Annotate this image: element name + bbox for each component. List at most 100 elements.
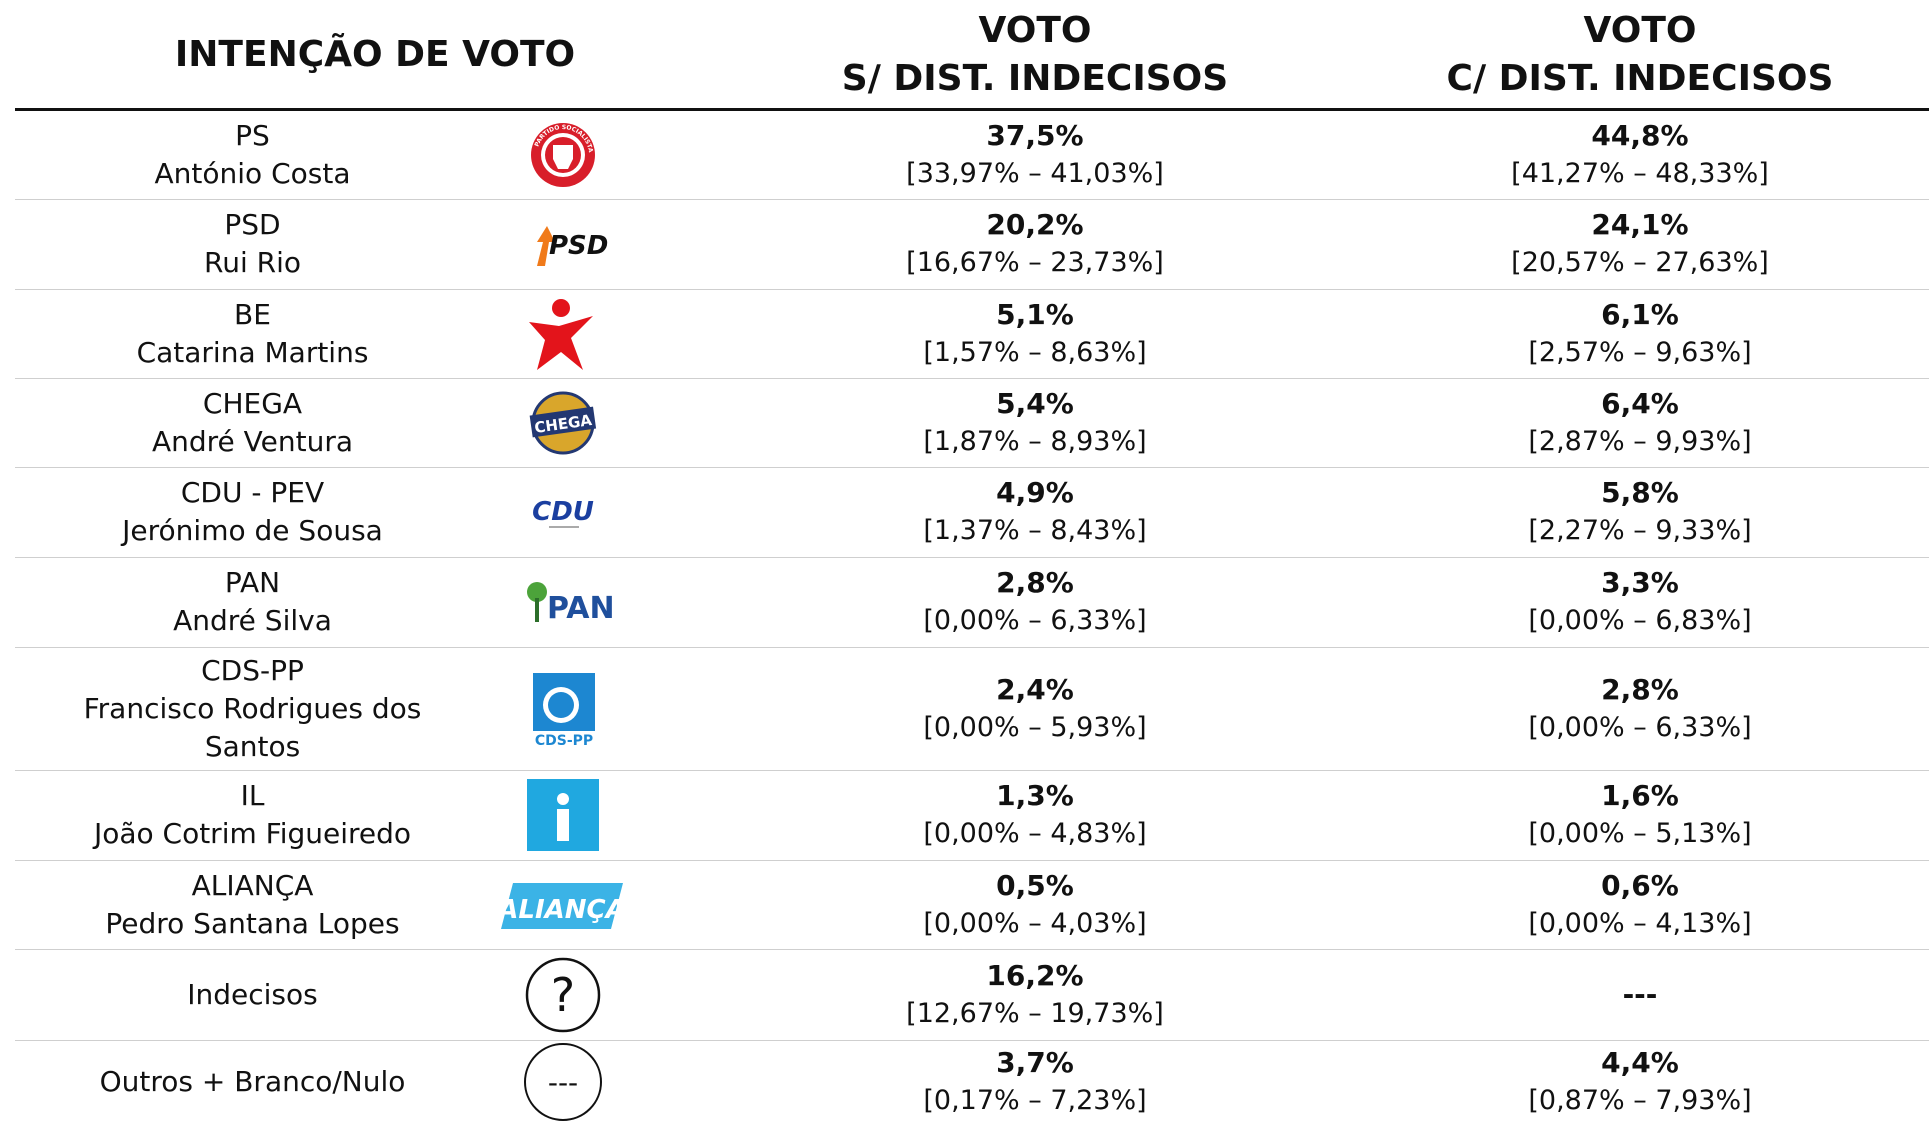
party-cell: PSD Rui Rio [40, 199, 465, 289]
vote-value: 4,9% [996, 476, 1074, 509]
vote-interval: [0,00% – 4,03%] [923, 907, 1147, 939]
leader-name: Rui Rio [204, 246, 301, 279]
party-cell: IL João Cotrim Figueiredo [40, 770, 465, 860]
party-cell: CHEGA André Ventura [40, 378, 465, 467]
logo: CHEGA [513, 383, 613, 463]
party-name: BE [234, 297, 271, 331]
value-cell: 37,5% [33,97% – 41,03%] [780, 110, 1290, 199]
vote-value: 1,6% [1601, 779, 1679, 812]
value-cell: 0,5% [0,00% – 4,03%] [780, 860, 1290, 949]
vote-interval: [2,27% – 9,33%] [1528, 515, 1752, 546]
logo-icon: PARTIDO SOCIALISTA [531, 122, 595, 187]
vote-value: 16,2% [986, 958, 1084, 992]
vote-interval: [0,00% – 6,83%] [1528, 605, 1752, 636]
vote-value: 4,4% [1601, 1046, 1679, 1079]
row-separator [15, 770, 1929, 771]
party-cell: ALIANÇA Pedro Santana Lopes [40, 860, 465, 949]
value-cell: 0,6% [0,00% – 4,13%] [1385, 860, 1895, 949]
vote-interval: [2,57% – 9,63%] [1528, 336, 1752, 368]
vote-interval: [0,00% – 4,13%] [1528, 907, 1752, 939]
party-name: PAN [224, 566, 281, 599]
header-line: VOTO [1583, 10, 1697, 51]
vote-value: 2,4% [996, 672, 1074, 706]
logo: PARTIDO SOCIALISTA [513, 115, 613, 195]
party-name: PSD [224, 208, 281, 241]
header-col1: VOTO S/ DIST. INDECISOS [780, 0, 1290, 110]
party-cell: Outros + Branco/Nulo [40, 1040, 465, 1124]
party-cell: PS António Costa [40, 110, 465, 199]
value-cell: 20,2% [16,67% – 23,73%] [780, 199, 1290, 289]
header-line: VOTO [978, 10, 1092, 51]
vote-interval: [16,67% – 23,73%] [906, 247, 1164, 278]
row-separator [15, 557, 1929, 558]
leader-name: Catarina Martins [136, 335, 369, 369]
logo-icon: --- [524, 1043, 602, 1121]
value-cell: 24,1% [20,57% – 27,63%] [1385, 199, 1895, 289]
vote-value: 37,5% [986, 118, 1084, 152]
leader-name: André Ventura [151, 424, 354, 458]
party-cell: BE Catarina Martins [40, 289, 465, 378]
vote-interval: [0,00% – 5,13%] [1528, 818, 1752, 849]
logo-icon: ALIANÇA [496, 882, 626, 929]
title: INTENÇÃO DE VOTO [174, 34, 576, 75]
party-name: PS [235, 118, 270, 152]
logo-icon: CDU [532, 497, 594, 528]
logo-text: CDS-PP [535, 733, 593, 749]
party-name: ALIANÇA [191, 868, 314, 902]
vote-interval: [0,00% – 4,83%] [923, 818, 1147, 849]
logo [513, 294, 613, 374]
vote-value: 2,8% [996, 566, 1074, 599]
vote-value: 5,1% [996, 297, 1074, 331]
row-separator [15, 860, 1929, 861]
vote-value: 1,3% [996, 779, 1074, 812]
logo-icon [527, 779, 599, 851]
vote-interval: [1,57% – 8,63%] [923, 336, 1147, 368]
vote-interval: [33,97% – 41,03%] [906, 157, 1164, 189]
vote-value: 0,5% [996, 868, 1074, 902]
value-cell: 3,3% [0,00% – 6,83%] [1385, 557, 1895, 647]
vote-value: --- [1622, 977, 1658, 1011]
row-separator [15, 1040, 1929, 1041]
logo: CDS-PP [513, 669, 613, 749]
party-cell: PAN André Silva [40, 557, 465, 647]
vote-interval: [1,37% – 8,43%] [923, 515, 1147, 546]
party-name: CDS-PP [201, 653, 304, 687]
row-separator [15, 647, 1929, 648]
header-line: C/ DIST. INDECISOS [1446, 58, 1834, 99]
vote-value: 3,7% [996, 1046, 1074, 1079]
logo-text: PAN [547, 591, 615, 626]
party-name: CHEGA [202, 386, 303, 420]
leader-name: Francisco Rodrigues dos Santos [83, 691, 422, 763]
logo [513, 775, 613, 855]
value-cell: 4,9% [1,37% – 8,43%] [780, 467, 1290, 557]
vote-value: 6,4% [1601, 386, 1679, 420]
leader-name: António Costa [154, 156, 351, 190]
header-rule [15, 108, 1929, 111]
logo: CDU [513, 472, 613, 552]
logo: --- [513, 1042, 613, 1122]
vote-value: 24,1% [1591, 208, 1689, 241]
party-name: CDU - PEV [180, 476, 325, 509]
value-cell: 5,1% [1,57% – 8,63%] [780, 289, 1290, 378]
value-cell: 2,4% [0,00% – 5,93%] [780, 647, 1290, 770]
value-cell: 4,4% [0,87% – 7,93%] [1385, 1040, 1895, 1124]
vote-interval: [0,87% – 7,93%] [1528, 1085, 1752, 1116]
value-cell: 5,8% [2,27% – 9,33%] [1385, 467, 1895, 557]
leader-name: Jerónimo de Sousa [122, 514, 383, 547]
party-cell: Indecisos [40, 949, 465, 1040]
value-cell: --- [1385, 949, 1895, 1040]
vote-value: 5,8% [1601, 476, 1679, 509]
logo-text: CDU [532, 497, 594, 527]
logo: PAN [513, 562, 615, 642]
vote-value: 44,8% [1591, 118, 1689, 152]
logo-text: --- [548, 1066, 578, 1099]
row-separator [15, 467, 1929, 468]
party-name: IL [240, 779, 265, 812]
value-cell: 16,2% [12,67% – 19,73%] [780, 949, 1290, 1040]
logo-icon: CDS-PP [533, 672, 595, 749]
vote-interval: [0,00% – 6,33%] [923, 605, 1147, 636]
value-cell: 6,4% [2,87% – 9,93%] [1385, 378, 1895, 467]
party-cell: CDS-PP Francisco Rodrigues dos Santos [40, 647, 465, 770]
party-name: Indecisos [187, 977, 318, 1011]
